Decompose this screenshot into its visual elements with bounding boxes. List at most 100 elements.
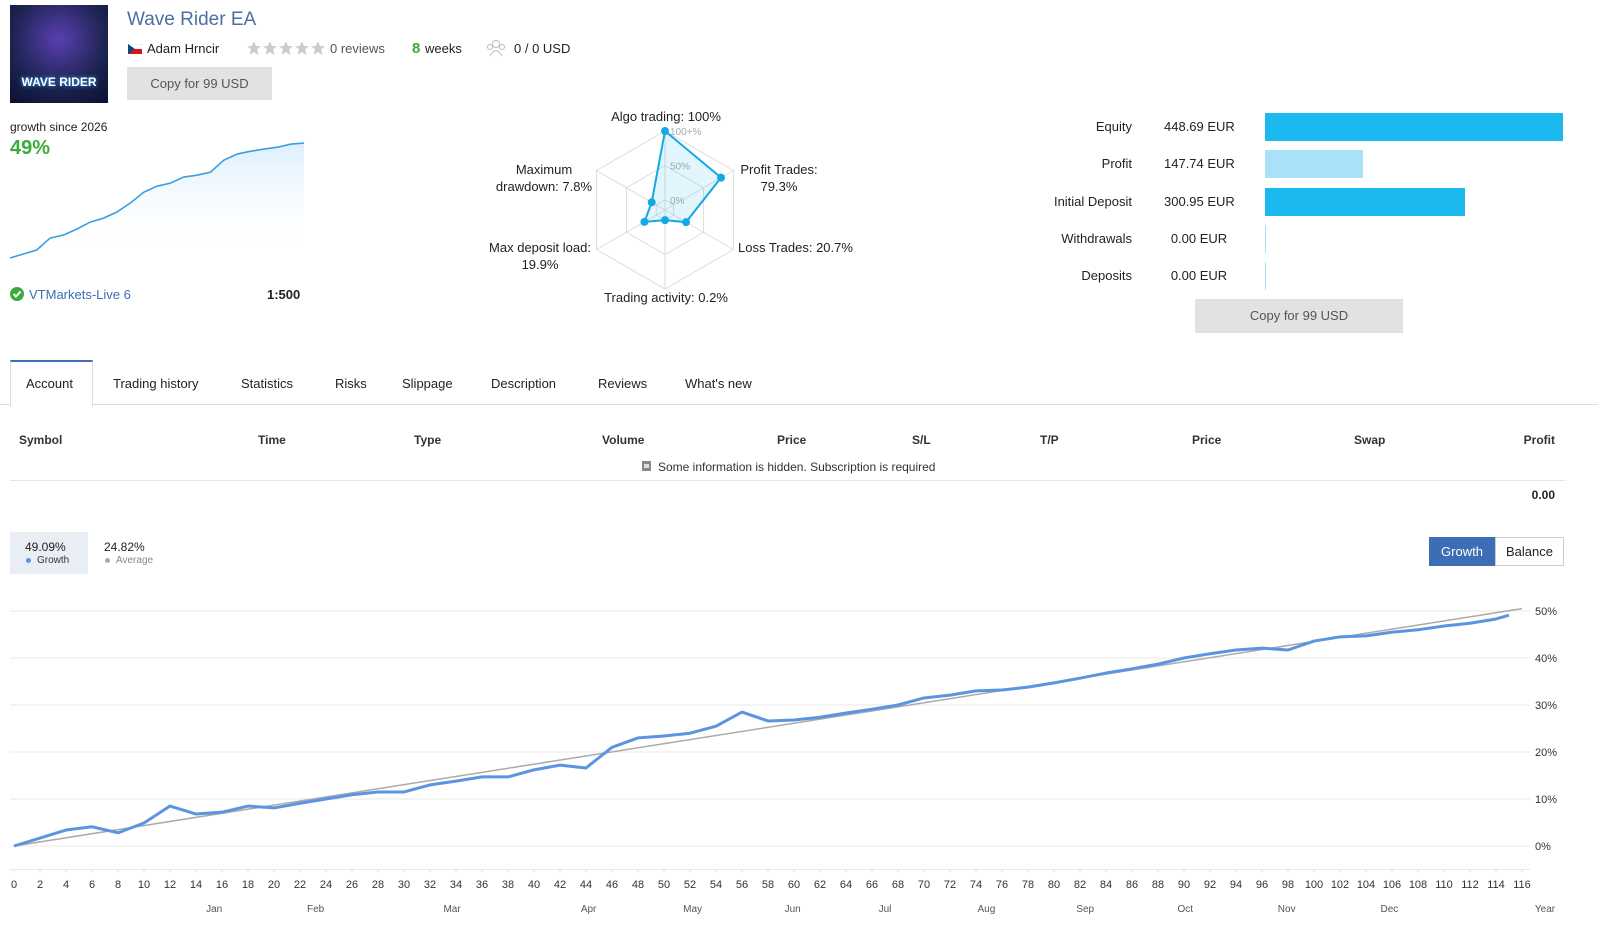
logo-text: WAVE RIDER xyxy=(21,75,97,89)
growth-value: 49% xyxy=(10,137,51,159)
tab[interactable]: Risks xyxy=(335,376,367,391)
x-tick-label: 68 xyxy=(892,879,904,891)
x-tick-label: 98 xyxy=(1282,879,1294,891)
column-header: Swap xyxy=(1354,433,1386,447)
stat-value: 300.95 EUR xyxy=(1164,193,1235,209)
broker[interactable]: VTMarkets-Live 6 xyxy=(29,287,131,302)
tab[interactable]: Slippage xyxy=(402,376,453,391)
summary-box[interactable] xyxy=(10,532,88,574)
stat-bar xyxy=(1265,150,1364,179)
x-tick-label: 28 xyxy=(372,879,384,891)
month-label: Nov xyxy=(1278,904,1296,915)
x-tick-label: 108 xyxy=(1409,879,1427,891)
x-tick-label: 16 xyxy=(216,879,228,891)
month-label: Jan xyxy=(206,904,222,915)
month-label: Feb xyxy=(307,904,325,915)
x-tick-label: 80 xyxy=(1048,879,1060,891)
column-header: Symbol xyxy=(19,433,63,447)
copy-button[interactable]: Copy for 99 USD xyxy=(1195,299,1403,333)
stat-value: 0.00 EUR xyxy=(1170,230,1228,246)
x-tick-label: 42 xyxy=(554,879,566,891)
copy-button[interactable]: Copy for 99 USD xyxy=(127,67,272,100)
x-tick-label: 62 xyxy=(814,879,826,891)
radar-label: Algo trading: 100% xyxy=(596,108,736,125)
legend-name: Growth xyxy=(37,555,70,566)
y-tick-label: 30% xyxy=(1535,700,1557,712)
column-header: S/L xyxy=(912,433,931,447)
toggle-button[interactable]: Balance xyxy=(1495,537,1564,566)
x-tick-label: 72 xyxy=(944,879,956,891)
x-tick-label: 90 xyxy=(1178,879,1190,891)
x-tick-label: 32 xyxy=(424,879,436,891)
stat-label: Initial Deposit xyxy=(1053,193,1132,209)
month-label: Dec xyxy=(1381,904,1399,915)
leverage: 1:500 xyxy=(267,287,301,302)
x-tick-label: 36 xyxy=(476,879,488,891)
tab[interactable]: Trading history xyxy=(113,376,199,391)
weeks-label: weeks xyxy=(425,41,462,56)
radar-axis-name: Max deposit load: xyxy=(489,240,591,255)
y-tick-label: 40% xyxy=(1535,653,1557,665)
radar-area xyxy=(642,129,723,224)
column-header: T/P xyxy=(1040,433,1059,447)
radar-label: Maximum drawdown: 7.8% xyxy=(490,161,598,195)
mini-chart xyxy=(9,142,305,259)
reviews[interactable]: 0 reviews xyxy=(330,41,385,56)
table-divider xyxy=(10,480,1565,481)
x-tick-label: 26 xyxy=(346,879,358,891)
x-tick-label: 100 xyxy=(1305,879,1323,891)
x-tick-label: 104 xyxy=(1357,879,1375,891)
legend-name: Average xyxy=(116,555,154,566)
stat-label: Profit xyxy=(1101,156,1132,172)
tab[interactable]: Statistics xyxy=(241,376,294,391)
x-tick-label: 56 xyxy=(736,879,748,891)
stat-label: Equity xyxy=(1095,119,1132,134)
mini-area xyxy=(10,143,304,258)
x-tick-label: 38 xyxy=(502,879,514,891)
y-tick-label: 0% xyxy=(1535,841,1551,853)
author[interactable]: Adam Hrncir xyxy=(147,41,220,56)
verified-icon xyxy=(10,287,24,301)
radar-spoke xyxy=(664,209,734,250)
x-tick-label: 66 xyxy=(866,879,878,891)
radar-point xyxy=(661,216,669,225)
tab[interactable]: Reviews xyxy=(598,376,648,391)
radar-point xyxy=(717,173,726,182)
radar-axis-name: Trading activity: xyxy=(604,290,695,305)
x-tick-label: 6 xyxy=(89,879,95,891)
radar-axis-name: Algo trading: xyxy=(611,109,685,124)
tab-active-box xyxy=(10,360,93,407)
x-tick-label: 114 xyxy=(1487,879,1505,891)
tab[interactable]: Account xyxy=(26,376,73,391)
radar-point xyxy=(647,198,656,207)
weeks-value: 8 xyxy=(412,40,421,57)
stat-value: 0.00 EUR xyxy=(1170,268,1228,284)
flag xyxy=(128,44,142,54)
y-tick-label: 20% xyxy=(1535,747,1557,759)
x-tick-label: 110 xyxy=(1435,879,1453,891)
tab[interactable]: What's new xyxy=(685,376,752,391)
x-tick-label: 4 xyxy=(63,879,69,891)
x-tick-label: 112 xyxy=(1461,879,1479,891)
x-tick-label: 12 xyxy=(164,879,176,891)
radar-tick-label: 100+% xyxy=(670,127,702,138)
column-header: Price xyxy=(1192,433,1222,447)
growth-chart: 0%10%20%30%40%50%0 2 4 6 8 10 12 14 16 18 20 22 24 26… xyxy=(10,606,1557,915)
x-tick-label: 74 xyxy=(970,879,982,891)
x-tick-label: 0 xyxy=(11,879,17,891)
stat-value: 147.74 EUR xyxy=(1164,156,1235,172)
stat-bar xyxy=(1265,187,1465,216)
x-tick-label: 50 xyxy=(658,879,670,891)
x-tick-label: 30 xyxy=(398,879,410,891)
x-tick-label: 60 xyxy=(788,879,800,891)
x-tick-label: 54 xyxy=(710,879,722,891)
stat-bar xyxy=(1265,262,1266,291)
column-header: Volume xyxy=(602,433,645,447)
column-header: Time xyxy=(258,433,286,447)
month-label: Apr xyxy=(581,904,597,915)
tab[interactable]: Description xyxy=(491,376,557,391)
subscribers: 0 / 0 USD xyxy=(514,41,571,56)
x-tick-label: 96 xyxy=(1256,879,1268,891)
toggle-button[interactable]: Growth xyxy=(1429,537,1495,566)
